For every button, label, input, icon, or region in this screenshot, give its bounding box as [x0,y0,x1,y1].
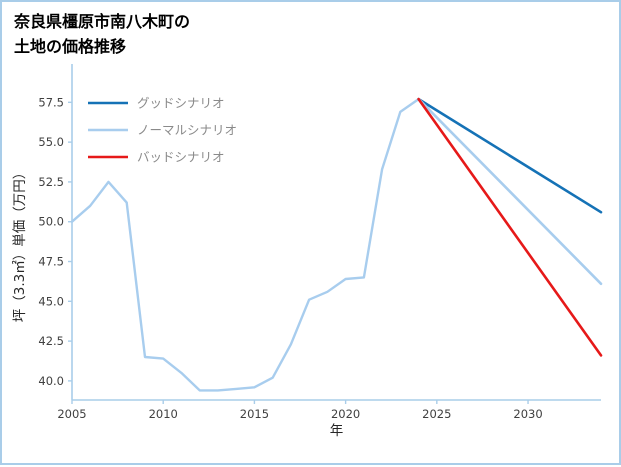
chart-title: 奈良県橿原市南八木町の 土地の価格推移 [14,10,190,60]
y-tick-label: 50.0 [38,215,64,229]
x-tick-label: 2020 [331,407,360,421]
x-tick-label: 2025 [422,407,451,421]
y-tick-label: 55.0 [38,135,64,149]
legend-label-2: バッドシナリオ [137,150,225,165]
series-line-2 [417,97,603,286]
legend-label-0: グッドシナリオ [137,96,225,111]
y-tick-label: 47.5 [38,255,64,269]
x-tick-label: 2005 [57,407,86,421]
x-axis-label: 年 [330,423,344,439]
series-line-1 [417,97,603,214]
y-tick-label: 45.0 [38,294,64,308]
x-tick-label: 2015 [240,407,269,421]
y-tick-label: 57.5 [38,95,64,109]
series-line-3 [417,97,603,357]
x-tick-label: 2030 [513,407,542,421]
chart-title-line1: 奈良県橿原市南八木町の [14,12,191,31]
chart-title-line2: 土地の価格推移 [14,36,127,56]
legend-label-1: ノーマルシナリオ [137,123,237,138]
y-tick-label: 42.5 [38,334,64,348]
y-axis-label: 坪（3.3㎡）単価（万円） [12,166,28,322]
x-tick-label: 2010 [149,407,178,421]
y-tick-label: 40.0 [38,374,64,388]
y-tick-label: 52.5 [38,175,64,189]
series-line-0 [70,97,420,392]
